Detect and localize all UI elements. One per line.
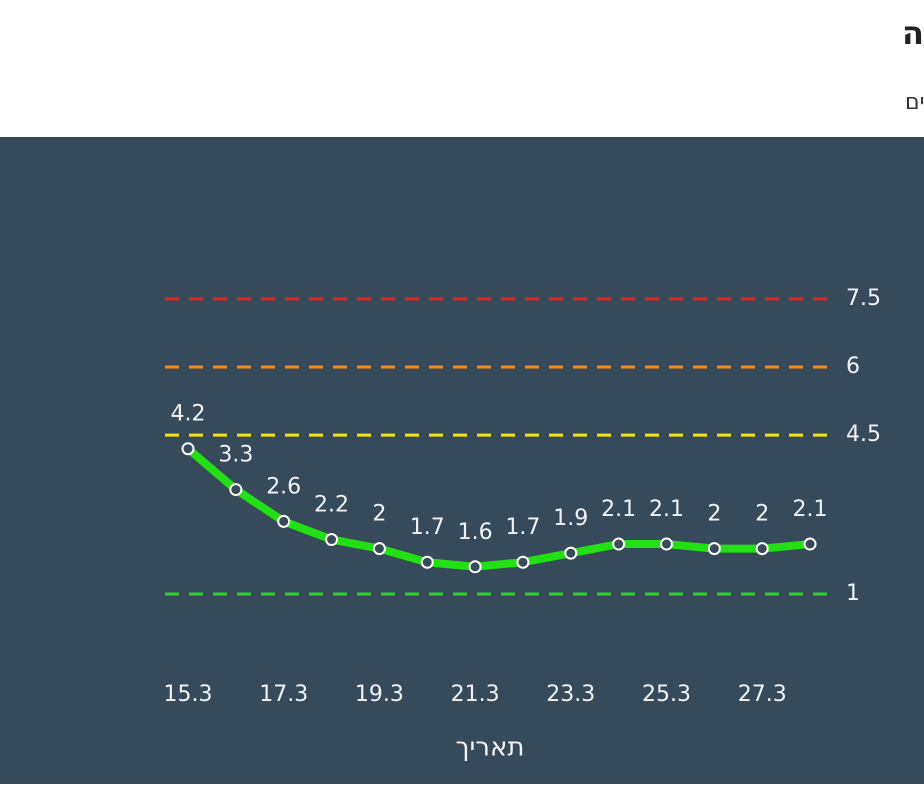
point: [660, 537, 673, 551]
data-label: 1.9: [553, 506, 588, 531]
point: [707, 542, 721, 556]
data-label: 2.2: [314, 493, 349, 518]
chart-panel: [0, 137, 924, 784]
data-label: 1.7: [505, 515, 540, 540]
x-tick-label: 23.3: [546, 682, 595, 707]
data-label: 1.7: [410, 515, 445, 540]
point: [516, 555, 530, 569]
point: [229, 483, 243, 497]
point: [468, 560, 482, 574]
data-label: 2: [755, 502, 769, 527]
x-tick-label: 21.3: [451, 682, 500, 707]
chart-subtitle: הסטוריית הציון ב-14 הימים האחרונים: [905, 90, 924, 115]
chart-title: גני תקווה: [902, 14, 924, 52]
y-tick-label: 1: [846, 581, 860, 606]
data-label: 2: [707, 502, 721, 527]
point: [755, 542, 769, 556]
point: [325, 533, 339, 547]
data-label: 3.3: [218, 443, 253, 468]
line: [184, 444, 815, 571]
data-label: 2.1: [793, 497, 828, 522]
y-tick-label: 7.5: [846, 286, 881, 311]
data-label: 2.6: [266, 474, 301, 499]
x-tick-label: 19.3: [355, 682, 404, 707]
data-label: 2: [372, 502, 386, 527]
point: [564, 546, 578, 560]
y-tick-label: 4.5: [846, 422, 881, 447]
data-label: 4.2: [171, 402, 206, 427]
point: [181, 442, 195, 456]
data-label: 2.1: [649, 497, 684, 522]
x-tick-label: 15.3: [164, 682, 213, 707]
x-tick-label: 27.3: [738, 682, 787, 707]
point: [277, 514, 291, 528]
x-axis-label: תאריך: [456, 733, 525, 763]
y-tick-label: 6: [846, 354, 860, 379]
x-tick-label: 17.3: [259, 682, 308, 707]
data-label: 1.6: [458, 520, 493, 545]
point: [612, 537, 626, 551]
point: [803, 537, 817, 551]
x-tick-label: 25.3: [642, 682, 691, 707]
point: [420, 555, 434, 569]
point: [372, 542, 386, 556]
data-label: 2.1: [601, 497, 636, 522]
